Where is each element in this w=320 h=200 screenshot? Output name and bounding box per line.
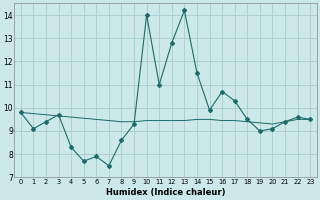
X-axis label: Humidex (Indice chaleur): Humidex (Indice chaleur) (106, 188, 225, 197)
